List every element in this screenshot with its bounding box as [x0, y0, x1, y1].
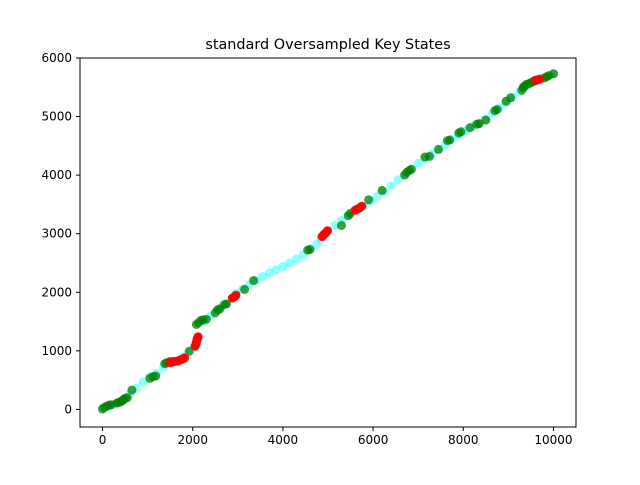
data-point — [330, 221, 340, 230]
data-point — [549, 69, 558, 79]
y-tick-label: 1000 — [41, 344, 72, 358]
y-tick-label: 4000 — [41, 168, 72, 182]
y-tick-label: 3000 — [41, 227, 72, 241]
data-point — [434, 144, 443, 154]
data-point — [180, 353, 190, 363]
series-2 — [165, 74, 545, 368]
data-point — [337, 221, 346, 230]
data-point — [278, 262, 288, 271]
data-point — [193, 332, 203, 342]
data-point — [506, 93, 516, 103]
x-tick-label: 0 — [99, 433, 107, 447]
data-point — [291, 254, 301, 264]
data-point — [249, 276, 259, 286]
data-point — [231, 290, 241, 300]
y-tick-label: 0 — [64, 402, 72, 416]
data-point — [377, 185, 387, 195]
data-point — [323, 226, 332, 236]
data-point — [240, 284, 250, 294]
data-point — [127, 385, 137, 395]
y-tick-label: 5000 — [41, 110, 72, 124]
data-point — [151, 371, 161, 381]
data-point — [201, 314, 211, 324]
data-point — [492, 105, 502, 114]
data-point — [305, 245, 315, 254]
data-point — [138, 377, 148, 387]
data-point — [474, 119, 484, 129]
data-point — [456, 127, 466, 137]
data-point — [312, 239, 322, 249]
chart-title: standard Oversampled Key States — [205, 37, 450, 53]
data-point — [413, 158, 423, 168]
data-point — [222, 299, 231, 309]
y-tick-label: 6000 — [41, 51, 72, 65]
x-tick-label: 6000 — [358, 433, 389, 447]
data-point — [535, 74, 545, 84]
data-point — [386, 181, 396, 191]
data-point — [285, 258, 295, 268]
data-point — [425, 151, 434, 161]
data-point — [357, 201, 367, 211]
data-point — [271, 265, 281, 275]
plot-frame — [79, 57, 577, 428]
data-point — [465, 123, 475, 133]
data-point — [258, 272, 268, 281]
data-point — [393, 175, 403, 185]
data-point — [406, 164, 416, 174]
data-point — [445, 135, 455, 145]
data-point — [364, 195, 374, 205]
data-point — [184, 346, 194, 356]
x-tick-label: 8000 — [448, 433, 479, 447]
axes: 0 2000 4000 6000 8000 10000 0 1000 2000 3000 4000 5… — [41, 51, 577, 447]
x-tick-label: 2000 — [177, 433, 208, 447]
data-point — [264, 268, 274, 278]
data-points — [98, 69, 558, 414]
x-tick-label: 4000 — [268, 433, 299, 447]
data-point — [481, 115, 491, 125]
data-point — [122, 393, 132, 403]
y-tick-label: 2000 — [41, 285, 72, 299]
x-tick-label: 10000 — [534, 433, 572, 447]
